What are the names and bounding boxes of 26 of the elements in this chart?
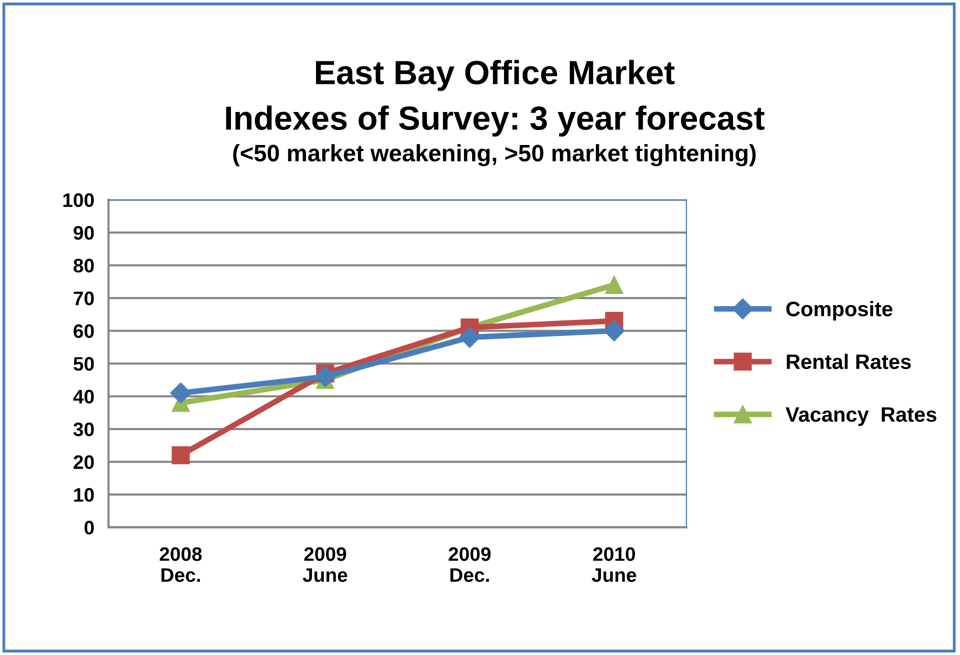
point [604,320,625,342]
y-tick-label: 40 [73,390,94,404]
x-tick-label: 2008 Dec. [160,547,202,582]
y-tick-label: 60 [74,324,94,338]
x-tick-label: 2009 Dec. [448,547,491,582]
legend-label: Composite [786,301,892,320]
y-tick-label: 100 [63,193,94,208]
y-tick-label: 30 [73,422,94,436]
y-tick-label: 70 [74,291,94,306]
x-tick-label: 2010 June [592,547,636,582]
point [605,276,624,294]
point [172,446,190,464]
point [459,326,480,348]
y-tick-label: 90 [74,226,94,240]
legend-label: Rental Rates [786,354,911,370]
point [314,366,336,388]
y-tick-label: 10 [74,488,94,502]
x-tick-label: 2009 June [302,547,348,582]
y-tick-label: 50 [74,356,94,371]
chart-title: East Bay Office Market Indexes of Survey: 3 year forecast [226,60,765,137]
point [170,382,192,404]
y-tick-label: 80 [74,258,94,273]
legend-label: Vacancy Rates [786,407,936,426]
y-tick-label: 0 [84,520,94,535]
chart-subtitle: (<50 market weakening, >50 market tightening) [233,144,756,166]
y-tick-label: 20 [74,455,94,470]
